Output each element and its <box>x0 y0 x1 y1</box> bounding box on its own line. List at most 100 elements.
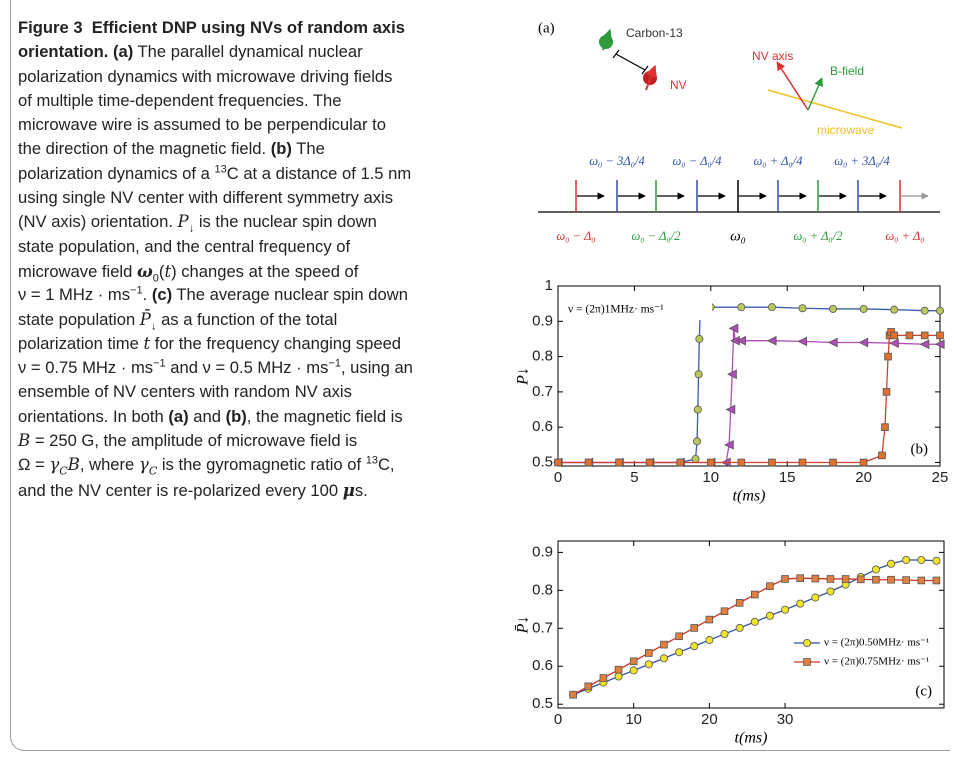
text: microwave field <box>18 261 137 281</box>
data-point <box>735 599 744 607</box>
data-point <box>645 649 653 657</box>
data-point <box>920 331 929 340</box>
caption-line: ν = 0.75 MHz · ms−1 and ν = 0.5 MHz · ms… <box>18 356 413 380</box>
text: 13 <box>365 454 378 467</box>
data-point <box>727 369 737 380</box>
caption-line: and the NV center is re-polarized every … <box>18 478 413 502</box>
frequency-bars <box>575 180 901 212</box>
x-tick-label: 25 <box>932 469 949 486</box>
caption: Figure 3 Efficient DNP using NVs of rand… <box>18 16 413 502</box>
x-tick-label: 20 <box>855 469 872 486</box>
microwave-label: microwave <box>817 123 875 137</box>
text: B <box>67 455 80 475</box>
text: , where <box>79 455 139 475</box>
data-point <box>691 454 700 463</box>
frequency-label: ω₀ − Δ₀/2 <box>631 229 680 243</box>
text: ( <box>158 261 165 281</box>
data-point <box>599 674 608 682</box>
text: , using an <box>340 358 413 378</box>
data-point <box>765 611 774 620</box>
data-point <box>811 574 820 583</box>
data-point <box>884 352 892 361</box>
data-point <box>724 439 734 450</box>
data-point <box>872 575 880 584</box>
coupling-line <box>615 53 646 71</box>
y-axis-label: P̄↓ <box>515 616 532 635</box>
caption-line: of multiple time-dependent frequencies. … <box>18 89 413 113</box>
text: using single NV center with different sy… <box>18 188 394 208</box>
text: polarization dynamics with microwave dri… <box>18 66 393 86</box>
data-point <box>920 306 929 315</box>
legend-label: ν = (2π)0.75MHz· ms⁻¹ <box>824 656 929 668</box>
data-point <box>905 331 914 340</box>
data-point <box>890 305 899 314</box>
data-point <box>766 335 777 346</box>
data-point <box>917 576 926 585</box>
data-point <box>766 582 774 590</box>
note-box <box>562 300 712 320</box>
data-point <box>675 632 683 641</box>
x-axis-label: t(ms) <box>735 730 768 747</box>
x-tick-label: 5 <box>630 469 638 486</box>
text: polarization time <box>18 333 144 353</box>
y-axis-label: P↓ <box>515 367 532 386</box>
text: = 250 G, the amplitude of microwave fiel… <box>30 431 358 451</box>
data-point <box>728 323 739 334</box>
text: ω <box>136 260 153 281</box>
text: −1 <box>130 284 143 297</box>
spin-arrow <box>645 64 657 91</box>
data-point <box>554 458 562 467</box>
data-point <box>693 405 702 414</box>
x-tick-label: 10 <box>625 711 642 728</box>
data-point <box>690 642 699 651</box>
series-line <box>558 330 940 464</box>
text: , the magnetic field is <box>246 406 403 426</box>
text: state population, and the central freque… <box>18 236 351 256</box>
data-point <box>705 615 714 624</box>
data-point <box>887 575 895 584</box>
x-tick-label: 15 <box>779 469 796 486</box>
carbon-label: Carbon-13 <box>626 26 683 40</box>
text: γ <box>49 455 60 475</box>
data-point <box>917 555 926 564</box>
text: of multiple time-dependent frequencies. … <box>18 90 342 110</box>
data-point <box>932 556 941 565</box>
data-point <box>629 666 638 675</box>
frequency-labels: ω₀ − 3Δ₀/4 ω₀ − Δ₀/4 ω₀ + Δ₀/4 ω₀ + 3Δ₀/… <box>556 154 924 245</box>
caption-line: Ω = γCB, where γC is the gyromagnetic ra… <box>18 453 413 477</box>
data-point <box>781 605 790 614</box>
data-point <box>750 617 759 626</box>
frequency-label: ω₀ + Δ₀/4 <box>753 154 802 168</box>
microwave-line <box>767 89 903 129</box>
data-point <box>737 458 746 467</box>
figure-frame <box>10 0 950 751</box>
x-axis-label: t(ms) <box>733 488 766 505</box>
text: t <box>164 261 172 281</box>
text: is the nuclear spin down <box>194 212 377 232</box>
text: the direction of the magnetic field. <box>18 139 271 159</box>
x-tick-label: 30 <box>777 711 794 728</box>
caption-line: orientations. In both (a) and (b), the m… <box>18 405 413 429</box>
caption-line: state population, and the central freque… <box>18 235 413 259</box>
caption-line: Figure 3 Efficient DNP using NVs of rand… <box>18 16 413 40</box>
text: The <box>291 139 325 159</box>
text: orientations. In both <box>18 406 169 426</box>
text: (b) <box>225 406 247 426</box>
data-point <box>902 576 910 584</box>
text: (a) <box>168 406 189 426</box>
text: The parallel dynamical nuclear <box>133 42 363 62</box>
data-point <box>693 437 702 446</box>
data-point <box>936 331 944 340</box>
y-tick-label: 0.8 <box>532 581 553 598</box>
text: (a) <box>112 42 134 62</box>
caption-line: polarization dynamics of a 13C at a dist… <box>18 162 413 186</box>
data-point <box>569 690 577 699</box>
data-point <box>768 458 776 467</box>
caption-line: the direction of the magnetic field. (b)… <box>18 137 413 161</box>
data-point <box>781 575 789 583</box>
data-point <box>811 593 820 602</box>
text: ↓ <box>188 222 195 235</box>
text: as a function of the total <box>156 309 338 329</box>
annotation: ν = (2π)1MHz· ms⁻¹ <box>568 304 664 316</box>
series-line <box>558 306 940 464</box>
